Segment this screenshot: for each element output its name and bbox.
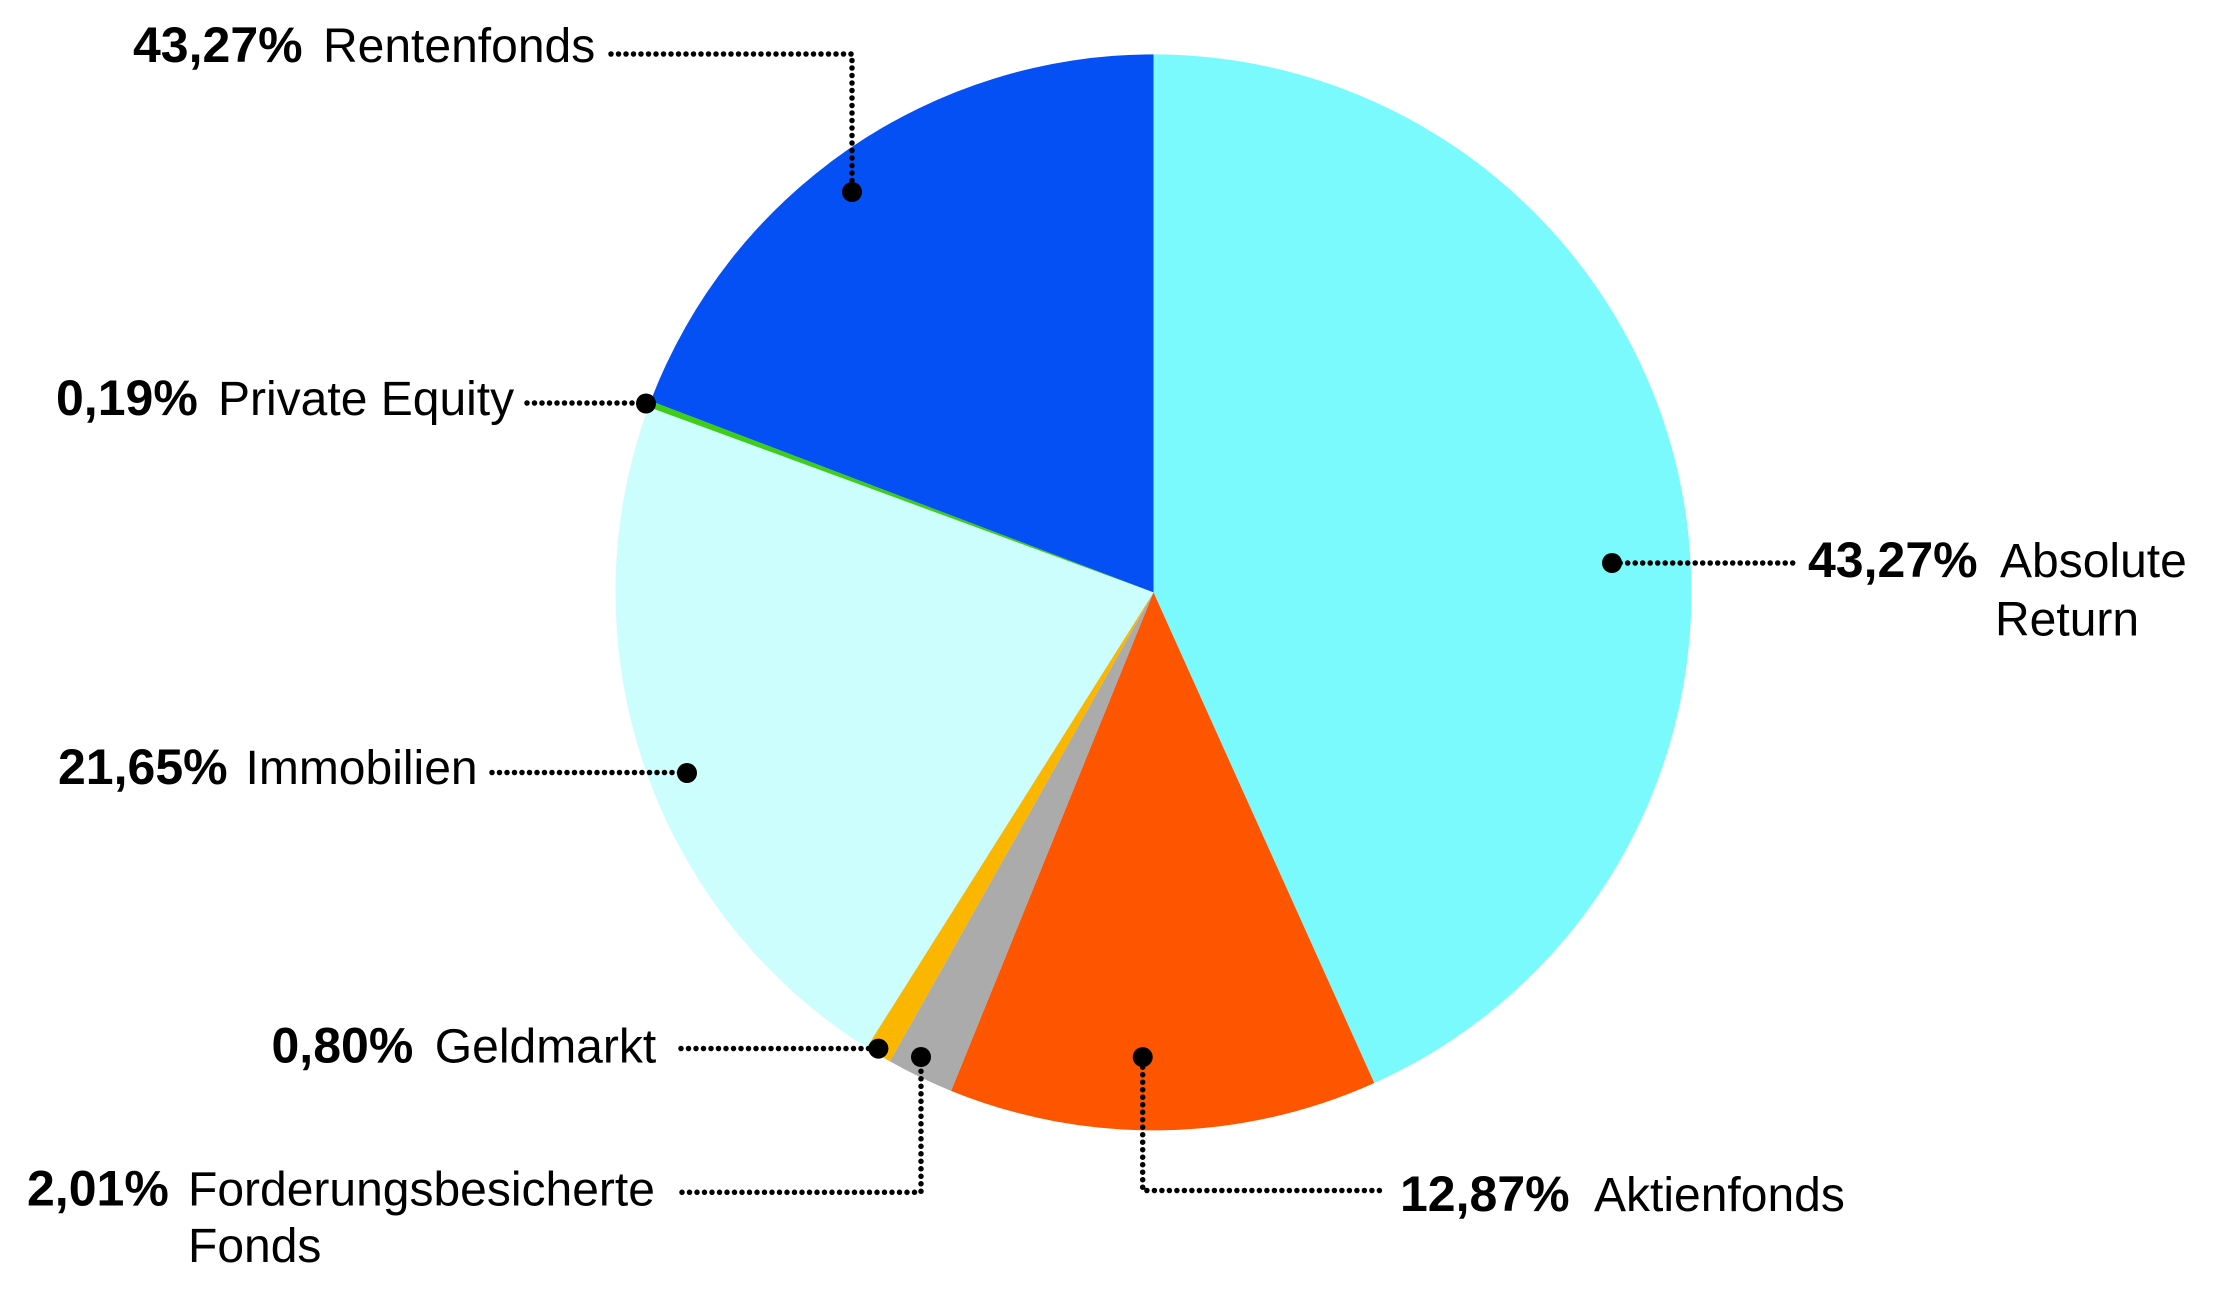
svg-text:0,80%: 0,80% [272, 1018, 414, 1074]
svg-text:Immobilien: Immobilien [246, 742, 478, 795]
svg-text:Forderungsbesicherte: Forderungsbesicherte [188, 1164, 655, 1217]
svg-text:Rentenfonds: Rentenfonds [323, 20, 595, 73]
svg-text:Return: Return [1995, 594, 2139, 647]
svg-text:21,65%: 21,65% [58, 739, 228, 795]
svg-text:43,27%: 43,27% [1808, 532, 1978, 588]
svg-text:Fonds: Fonds [188, 1220, 321, 1273]
svg-text:Aktienfonds: Aktienfonds [1594, 1169, 1845, 1222]
svg-text:12,87%: 12,87% [1400, 1166, 1570, 1222]
svg-text:2,01%: 2,01% [27, 1161, 169, 1217]
svg-text:43,27%: 43,27% [133, 17, 303, 73]
svg-text:Absolute: Absolute [2000, 535, 2187, 588]
svg-text:Geldmarkt: Geldmarkt [435, 1021, 656, 1074]
svg-text:Private Equity: Private Equity [218, 373, 514, 426]
svg-text:0,19%: 0,19% [56, 370, 198, 426]
